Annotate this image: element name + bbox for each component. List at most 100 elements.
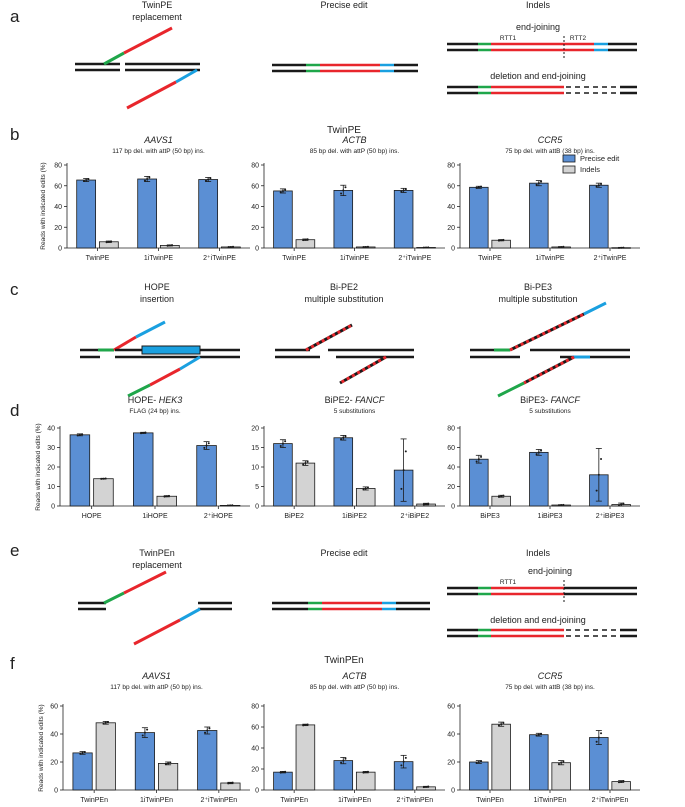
legend-swatch-precise: [562, 154, 576, 163]
y-tick-label: 40: [54, 204, 62, 211]
replicate-dot: [207, 178, 210, 181]
replicate-dot: [497, 724, 500, 727]
bar-precise: [469, 458, 489, 507]
y-axis-label: Reads with indicated edits (%): [40, 162, 47, 249]
replicate-dot: [400, 190, 403, 193]
label-indels: Indels: [526, 548, 551, 558]
panel-letter-d: d: [10, 401, 19, 420]
replicate-dot: [595, 489, 598, 492]
replicate-dot: [284, 440, 287, 443]
flap-blue: [583, 301, 607, 316]
replicate-dot: [362, 246, 365, 249]
label-end-joining: end-joining: [528, 566, 572, 576]
replicate-dot: [535, 734, 538, 737]
replicate-dot: [402, 469, 405, 472]
label-deletion-end-joining: deletion and end-joining: [490, 615, 586, 625]
y-tick-label: 40: [447, 204, 455, 211]
label-bipe3-sub: multiple substitution: [498, 294, 577, 304]
replicate-dot: [306, 238, 309, 241]
replicate-dot: [427, 502, 430, 505]
replicate-dot: [78, 433, 81, 436]
replicate-dot: [146, 728, 149, 731]
y-tick-label: 60: [50, 704, 58, 711]
flap-blue: [135, 320, 166, 339]
replicate-dot: [366, 770, 369, 773]
replicate-dot: [107, 240, 110, 243]
chart-title-gene: AAVS1: [143, 135, 173, 145]
label-rtt1: RTT1: [500, 579, 517, 586]
replicate-dot: [165, 495, 168, 498]
bar-precise: [273, 443, 293, 507]
replicate-dot: [366, 245, 369, 248]
precise-edit-diagram-e: [272, 601, 430, 611]
y-tick-label: 40: [251, 204, 259, 211]
replicate-dot: [209, 177, 212, 180]
y-tick-label: 5: [255, 484, 259, 491]
y-axis-label: Reads with indicated edits (%): [35, 423, 42, 510]
label-indels: Indels: [526, 0, 551, 10]
replicate-dot: [281, 442, 284, 445]
replicate-dot: [427, 785, 430, 788]
x-tick-label: TwinPE: [86, 255, 110, 262]
replicate-dot: [167, 494, 170, 497]
y-tick-label: 60: [447, 445, 455, 452]
legend-label-precise: Precise edit: [580, 154, 620, 163]
flap-blue: [179, 607, 201, 622]
label-insertion: insertion: [140, 294, 174, 304]
flap-red-b: [149, 367, 181, 387]
replicate-dot: [537, 733, 540, 736]
replicate-dot: [232, 245, 235, 248]
replicate-dot: [231, 781, 234, 784]
replicate-dot: [166, 244, 169, 247]
chart-title: BiPE2- FANCF: [325, 395, 385, 405]
panel-letter-e: e: [10, 541, 19, 560]
chart-title: ACTB: [341, 135, 366, 145]
chart-title-prefix: BiPE3-: [520, 395, 551, 405]
chart-title-prefix: BiPE2-: [325, 395, 356, 405]
flap-red-bottom: [126, 80, 177, 110]
bar-indels: [156, 495, 177, 507]
x-tick-label: 2⁺iTwinPE: [203, 255, 236, 262]
replicate-dot: [167, 762, 170, 765]
replicate-dot: [164, 763, 167, 766]
x-tick-label: 2⁺iTwinPEn: [592, 797, 629, 804]
y-tick-label: 80: [54, 163, 62, 170]
y-tick-label: 60: [251, 183, 259, 190]
flap-red-top: [123, 26, 173, 55]
bar-precise: [72, 752, 93, 791]
x-tick-label: 2⁺iTwinPEn: [396, 797, 433, 804]
replicate-dot: [104, 477, 107, 480]
replicate-dot: [143, 179, 146, 182]
bar-indels: [355, 488, 376, 507]
label-deletion-end-joining: deletion and end-joining: [490, 71, 586, 81]
replicate-dot: [146, 178, 149, 181]
replicate-dot: [540, 180, 543, 183]
bar-precise: [589, 737, 609, 791]
flap-green: [103, 591, 125, 605]
replicate-dot: [400, 764, 403, 767]
x-tick-label: 1iTwinPEn: [338, 797, 371, 804]
flap-red: [113, 335, 137, 352]
replicate-dot: [427, 246, 430, 249]
replicate-dot: [226, 504, 229, 507]
chart-subtitle: FLAG (24 bp) ins.: [129, 408, 180, 415]
replicate-dot: [502, 494, 505, 497]
bar-precise: [333, 760, 354, 791]
y-tick-label: 0: [255, 246, 259, 253]
replicate-dot: [404, 188, 407, 191]
y-tick-label: 0: [255, 504, 259, 511]
bipe2-diagram: [275, 323, 414, 385]
precise-edit-diagram: [272, 63, 418, 73]
bar-precise: [137, 178, 158, 249]
bar-indels: [491, 723, 511, 791]
replicate-dot: [404, 450, 407, 453]
y-tick-label: 60: [447, 183, 455, 190]
replicate-dot: [302, 239, 305, 242]
legend: Precise edit Indels: [562, 154, 620, 174]
replicate-dot: [344, 435, 347, 438]
replicate-dot: [140, 432, 143, 435]
replicate-dot: [540, 732, 543, 735]
replicate-dot: [205, 444, 208, 447]
replicate-dot: [617, 504, 620, 507]
legend-swatch-indels: [562, 165, 576, 174]
